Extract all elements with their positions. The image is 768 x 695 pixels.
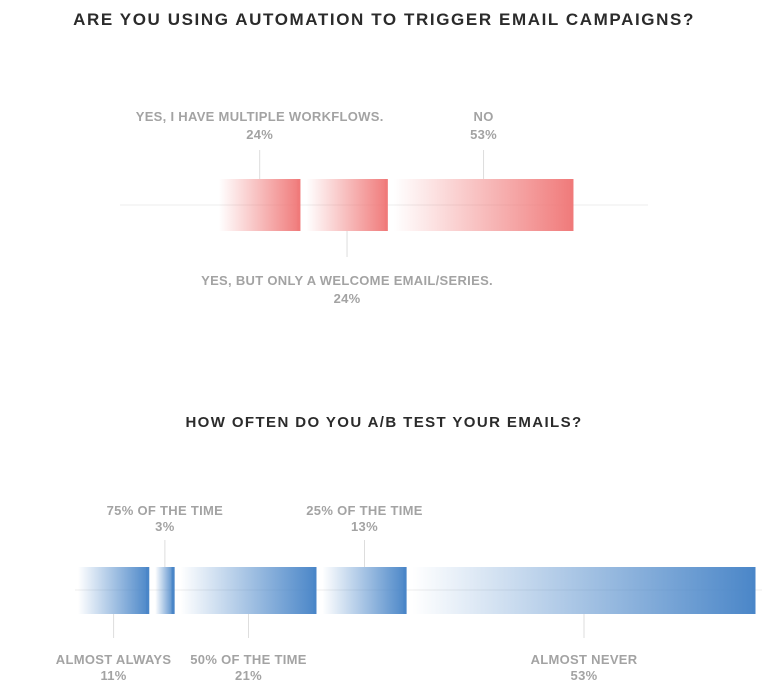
chart1-category-label: YES, I HAVE MULTIPLE WORKFLOWS. <box>136 109 384 124</box>
chart2-value-label: 21% <box>235 668 262 683</box>
chart2-bar-edge <box>171 567 175 614</box>
chart2-category-label: 25% OF THE TIME <box>306 503 422 518</box>
chart2-category-label: 75% OF THE TIME <box>107 503 223 518</box>
chart2-category-label: 50% OF THE TIME <box>190 652 306 667</box>
chart2-bar <box>322 567 407 614</box>
chart1-bar-edge <box>297 179 301 231</box>
chart2-bar <box>78 567 150 614</box>
chart1-bar-edge <box>384 179 388 231</box>
chart2-title: HOW OFTEN DO YOU A/B TEST YOUR EMAILS? <box>185 414 583 431</box>
chart1-bar <box>393 179 574 231</box>
chart1-value-label: 24% <box>334 291 361 306</box>
chart2-category-label: ALMOST ALWAYS <box>56 652 172 667</box>
chart2-bar-edge <box>146 567 150 614</box>
chart1-bar-edge <box>570 179 574 231</box>
chart2-bar-edge <box>313 567 317 614</box>
chart2-value-label: 3% <box>155 519 175 534</box>
chart2-bar <box>155 567 175 614</box>
chart1-category-label: YES, BUT ONLY A WELCOME EMAIL/SERIES. <box>201 273 493 288</box>
chart1: YES, I HAVE MULTIPLE WORKFLOWS. 24% YES, B… <box>120 109 648 306</box>
chart1-bar <box>219 179 301 231</box>
chart2-bar-edge <box>752 567 756 614</box>
chart1-value-label: 24% <box>246 127 273 142</box>
chart1-bar <box>306 179 388 231</box>
chart2-bar <box>412 567 756 614</box>
chart1-title: ARE YOU USING AUTOMATION TO TRIGGER EMAI… <box>73 10 695 29</box>
chart1-value-label: 53% <box>470 127 497 142</box>
chart2-value-label: 11% <box>100 668 126 683</box>
chart2-bar <box>180 567 317 614</box>
chart2-category-label: ALMOST NEVER <box>531 652 638 667</box>
chart2-bar-edge <box>403 567 407 614</box>
chart1-category-label: NO <box>474 109 494 124</box>
chart2-value-label: 53% <box>571 668 598 683</box>
chart2-value-label: 13% <box>351 519 378 534</box>
